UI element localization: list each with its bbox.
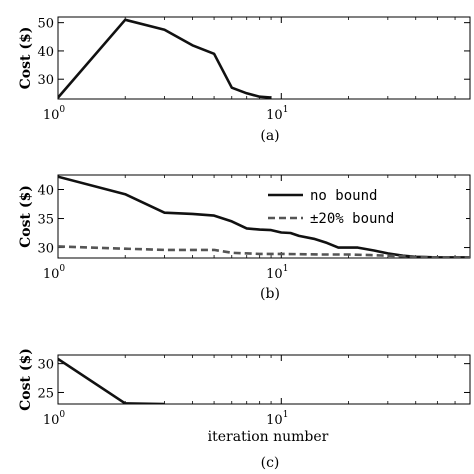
y-tick-label: 25 [37,386,54,401]
y-tick-label: 50 [37,17,54,32]
legend-box [288,180,466,228]
series-line-solid [58,357,165,404]
y-axis-label: Cost ($) [18,348,34,411]
y-axis-label: Cost ($) [18,185,34,248]
y-tick-label: 30 [37,358,54,373]
x-tick-base: 10 [43,413,60,428]
x-tick-exponent: 1 [283,410,289,420]
y-axis-label: Cost ($) [18,27,34,90]
plot-frame [57,16,471,100]
x-tick-base: 10 [43,108,60,123]
x-tick-base: 10 [266,108,283,123]
plot-frame [57,354,471,405]
legend-label: ±20% bound [310,211,394,227]
legend-label: no bound [310,188,377,204]
x-tick-label: 101 [266,410,288,428]
x-tick-label: 101 [266,105,288,123]
x-tick-label: 100 [43,264,66,282]
y-tick-label: 40 [37,45,54,60]
x-tick-exponent: 1 [283,264,289,274]
plot-frame [57,174,471,259]
x-tick-label: 100 [43,410,66,428]
y-tick-label: 35 [37,213,54,228]
legend: no bound ±20% bound [268,180,466,228]
x-tick-label: 100 [43,105,66,123]
x-tick-exponent: 0 [59,105,65,115]
y-tick-label: 30 [37,242,54,257]
panel-caption: (c) [261,455,280,471]
x-axis-label: iteration number [208,429,329,445]
series-line-solid [58,18,272,99]
x-tick-base: 10 [43,267,60,282]
x-tick-exponent: 0 [59,264,65,274]
panel-caption: (b) [260,286,280,302]
x-tick-exponent: 1 [283,105,289,115]
series-line-dashed [58,245,470,258]
panel-caption: (a) [260,128,279,144]
x-tick-base: 10 [266,267,283,282]
x-tick-base: 10 [266,413,283,428]
series-line-solid [58,175,470,258]
y-tick-label: 40 [37,184,54,199]
x-tick-exponent: 0 [59,410,65,420]
y-tick-label: 30 [37,73,54,88]
x-tick-label: 101 [266,264,288,282]
